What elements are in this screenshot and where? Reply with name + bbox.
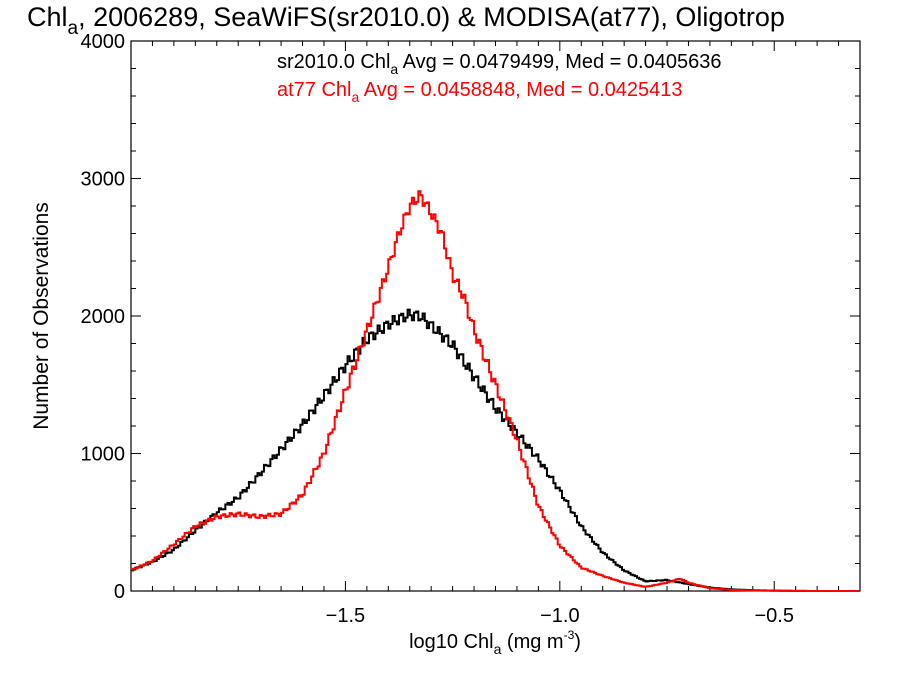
y-tick-label: 2000 (81, 306, 126, 328)
y-tick-label: 1000 (81, 444, 126, 466)
legend-series-1: at77 Chla Avg = 0.0458848, Med = 0.04254… (277, 79, 683, 105)
x-axis-label: log10 Chla (mg m-3) (409, 628, 581, 657)
y-tick-label: 0 (114, 581, 125, 603)
x-axis-label-end: ) (574, 631, 581, 653)
y-tick-label: 3000 (81, 169, 126, 191)
legend-0-stats: Avg = 0.0479499, Med = 0.0405636 (398, 51, 721, 73)
y-axis-label: Number of Observations (30, 202, 53, 430)
legend-1-prefix: at77 Chl (277, 79, 352, 101)
x-axis-label-main: log10 Chl (409, 631, 494, 653)
chart-title: Chla, 2006289, SeaWiFS(sr2010.0) & MODIS… (27, 2, 785, 39)
x-axis-label-sup: -3 (564, 628, 575, 642)
legend-0-sub: a (390, 61, 398, 77)
legend-series-0: sr2010.0 Chla Avg = 0.0479499, Med = 0.0… (277, 51, 721, 77)
x-tick-labels: −1.5 −1.0 −0.5 (326, 605, 794, 627)
legend-1-sub: a (352, 89, 360, 105)
axis-ticks (130, 40, 861, 592)
x-axis-label-sub: a (494, 641, 502, 657)
y-tick-label: 4000 (81, 31, 126, 53)
chart-title-rest: , 2006289, SeaWiFS(sr2010.0) & MODISA(at… (78, 2, 785, 32)
series-group (131, 190, 860, 592)
x-tick-label: −1.5 (326, 605, 365, 627)
x-tick-label: −1.0 (540, 605, 579, 627)
series-line-at77 (131, 190, 860, 592)
x-axis-label-rest: (mg m (501, 631, 563, 653)
chart-title-sub: a (68, 18, 79, 39)
legend-0-prefix: sr2010.0 Chl (277, 51, 390, 73)
chart-title-main: Chl (27, 2, 68, 32)
legend-1-stats: Avg = 0.0458848, Med = 0.0425413 (359, 79, 682, 101)
series-line-sr2010.0 (131, 308, 860, 592)
x-tick-label: −0.5 (754, 605, 793, 627)
plot-frame (130, 40, 861, 592)
y-tick-labels: 0 1000 2000 3000 4000 (81, 31, 126, 603)
